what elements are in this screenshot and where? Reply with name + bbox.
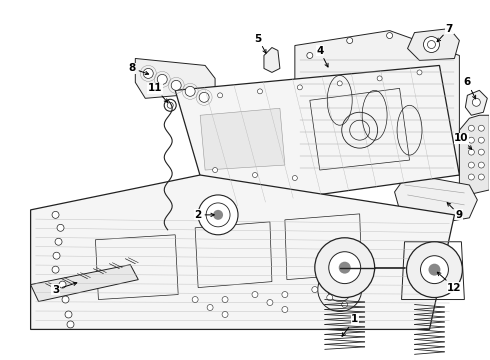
Circle shape <box>427 41 436 49</box>
Circle shape <box>167 102 173 108</box>
Circle shape <box>329 252 361 284</box>
Polygon shape <box>466 90 488 115</box>
Circle shape <box>472 98 480 106</box>
Circle shape <box>282 306 288 312</box>
Text: 8: 8 <box>129 63 148 75</box>
Text: 6: 6 <box>464 77 476 99</box>
Circle shape <box>347 37 353 44</box>
Text: 4: 4 <box>316 45 328 67</box>
Circle shape <box>337 81 342 86</box>
Text: 11: 11 <box>148 84 168 102</box>
Circle shape <box>206 203 230 227</box>
Circle shape <box>342 287 348 293</box>
Circle shape <box>342 302 348 307</box>
Circle shape <box>213 167 218 172</box>
Circle shape <box>213 210 223 220</box>
Circle shape <box>222 297 228 302</box>
Circle shape <box>478 174 484 180</box>
Circle shape <box>59 281 66 288</box>
Polygon shape <box>30 175 454 329</box>
Polygon shape <box>460 115 490 195</box>
Circle shape <box>327 294 333 301</box>
Circle shape <box>339 262 351 274</box>
Circle shape <box>52 211 59 219</box>
Circle shape <box>53 252 60 259</box>
Text: 5: 5 <box>254 33 266 53</box>
Circle shape <box>171 80 181 90</box>
Circle shape <box>57 224 64 231</box>
Circle shape <box>252 292 258 298</box>
Circle shape <box>198 195 238 235</box>
Circle shape <box>293 176 297 180</box>
Circle shape <box>207 305 213 310</box>
Circle shape <box>478 149 484 155</box>
Text: 12: 12 <box>438 272 462 293</box>
Polygon shape <box>295 31 460 175</box>
Circle shape <box>468 137 474 143</box>
Circle shape <box>52 266 59 273</box>
Circle shape <box>426 40 433 45</box>
Text: 1: 1 <box>342 314 358 336</box>
Circle shape <box>315 238 375 298</box>
Circle shape <box>423 37 440 53</box>
Circle shape <box>478 125 484 131</box>
Text: 3: 3 <box>52 282 77 294</box>
Circle shape <box>199 92 209 102</box>
Circle shape <box>312 287 318 293</box>
Text: 10: 10 <box>454 133 472 149</box>
Text: 9: 9 <box>447 203 463 220</box>
Circle shape <box>297 85 302 90</box>
Polygon shape <box>175 66 460 210</box>
Polygon shape <box>30 265 138 302</box>
Polygon shape <box>264 48 280 72</box>
Text: 7: 7 <box>437 24 453 42</box>
Circle shape <box>420 256 448 284</box>
Circle shape <box>468 174 474 180</box>
Circle shape <box>222 311 228 318</box>
Circle shape <box>185 86 195 96</box>
Circle shape <box>387 32 392 39</box>
Circle shape <box>468 162 474 168</box>
Circle shape <box>417 70 422 75</box>
Circle shape <box>55 238 62 245</box>
Polygon shape <box>135 58 215 98</box>
Circle shape <box>164 99 176 111</box>
Circle shape <box>192 297 198 302</box>
Circle shape <box>257 89 263 94</box>
Text: 2: 2 <box>195 210 214 220</box>
Circle shape <box>377 76 382 81</box>
Circle shape <box>67 321 74 328</box>
Circle shape <box>468 149 474 155</box>
Circle shape <box>62 296 69 303</box>
Circle shape <box>65 311 72 318</box>
Polygon shape <box>408 28 460 60</box>
Circle shape <box>407 242 463 298</box>
Polygon shape <box>200 108 285 170</box>
Circle shape <box>428 264 441 276</box>
Circle shape <box>282 292 288 298</box>
Circle shape <box>478 162 484 168</box>
Circle shape <box>478 137 484 143</box>
Circle shape <box>143 68 153 78</box>
Circle shape <box>468 125 474 131</box>
Circle shape <box>218 93 222 98</box>
Circle shape <box>267 300 273 306</box>
Circle shape <box>157 75 167 84</box>
Circle shape <box>307 53 313 58</box>
Circle shape <box>252 172 257 177</box>
Polygon shape <box>394 175 477 225</box>
